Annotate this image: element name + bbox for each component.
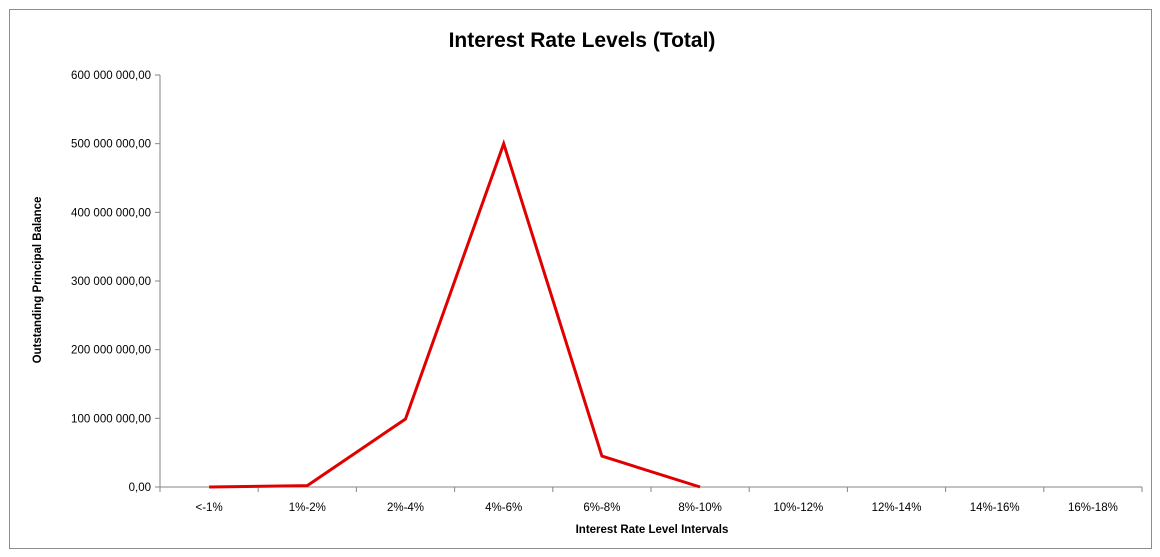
x-axis: <-1% 1%-2% 2%-4% 4%-6% 6%-8% 8%-10% 10%-12% 12%… [159,486,1143,514]
chart-frame [9,9,1152,549]
x-tick-label: 6%-8% [583,502,620,514]
x-tick-label: 1%-2% [289,502,326,514]
x-tick-label: 10%-12% [773,502,823,514]
x-tick-label: 2%-4% [387,502,424,514]
y-tick-label: 600 000 000,00 [71,70,151,82]
y-tick-label: 100 000 000,00 [71,413,151,425]
x-tick-label: 12%-14% [872,502,922,514]
x-tick-label: 16%-18% [1068,502,1118,514]
x-tick-label: 14%-16% [970,502,1020,514]
y-axis-title: Outstanding Principal Balance [32,197,44,364]
chart-title: Interest Rate Levels (Total) [449,29,716,52]
plot-area [209,138,701,489]
x-tick-label: 4%-6% [485,502,522,514]
x-axis-title: Interest Rate Level Intervals [576,524,729,536]
y-tick-label: 500 000 000,00 [71,139,151,151]
y-tick-label: 200 000 000,00 [71,345,151,357]
y-tick-label: 0,00 [129,482,151,494]
y-tick-label: 400 000 000,00 [71,207,151,219]
x-tick-label: <-1% [196,502,223,514]
y-axis: 0,00 100 000 000,00 200 000 000,00 300 000 … [71,70,161,494]
series-line-0 [209,138,701,489]
x-tick-label: 8%-10% [678,502,721,514]
y-tick-label: 300 000 000,00 [71,276,151,288]
